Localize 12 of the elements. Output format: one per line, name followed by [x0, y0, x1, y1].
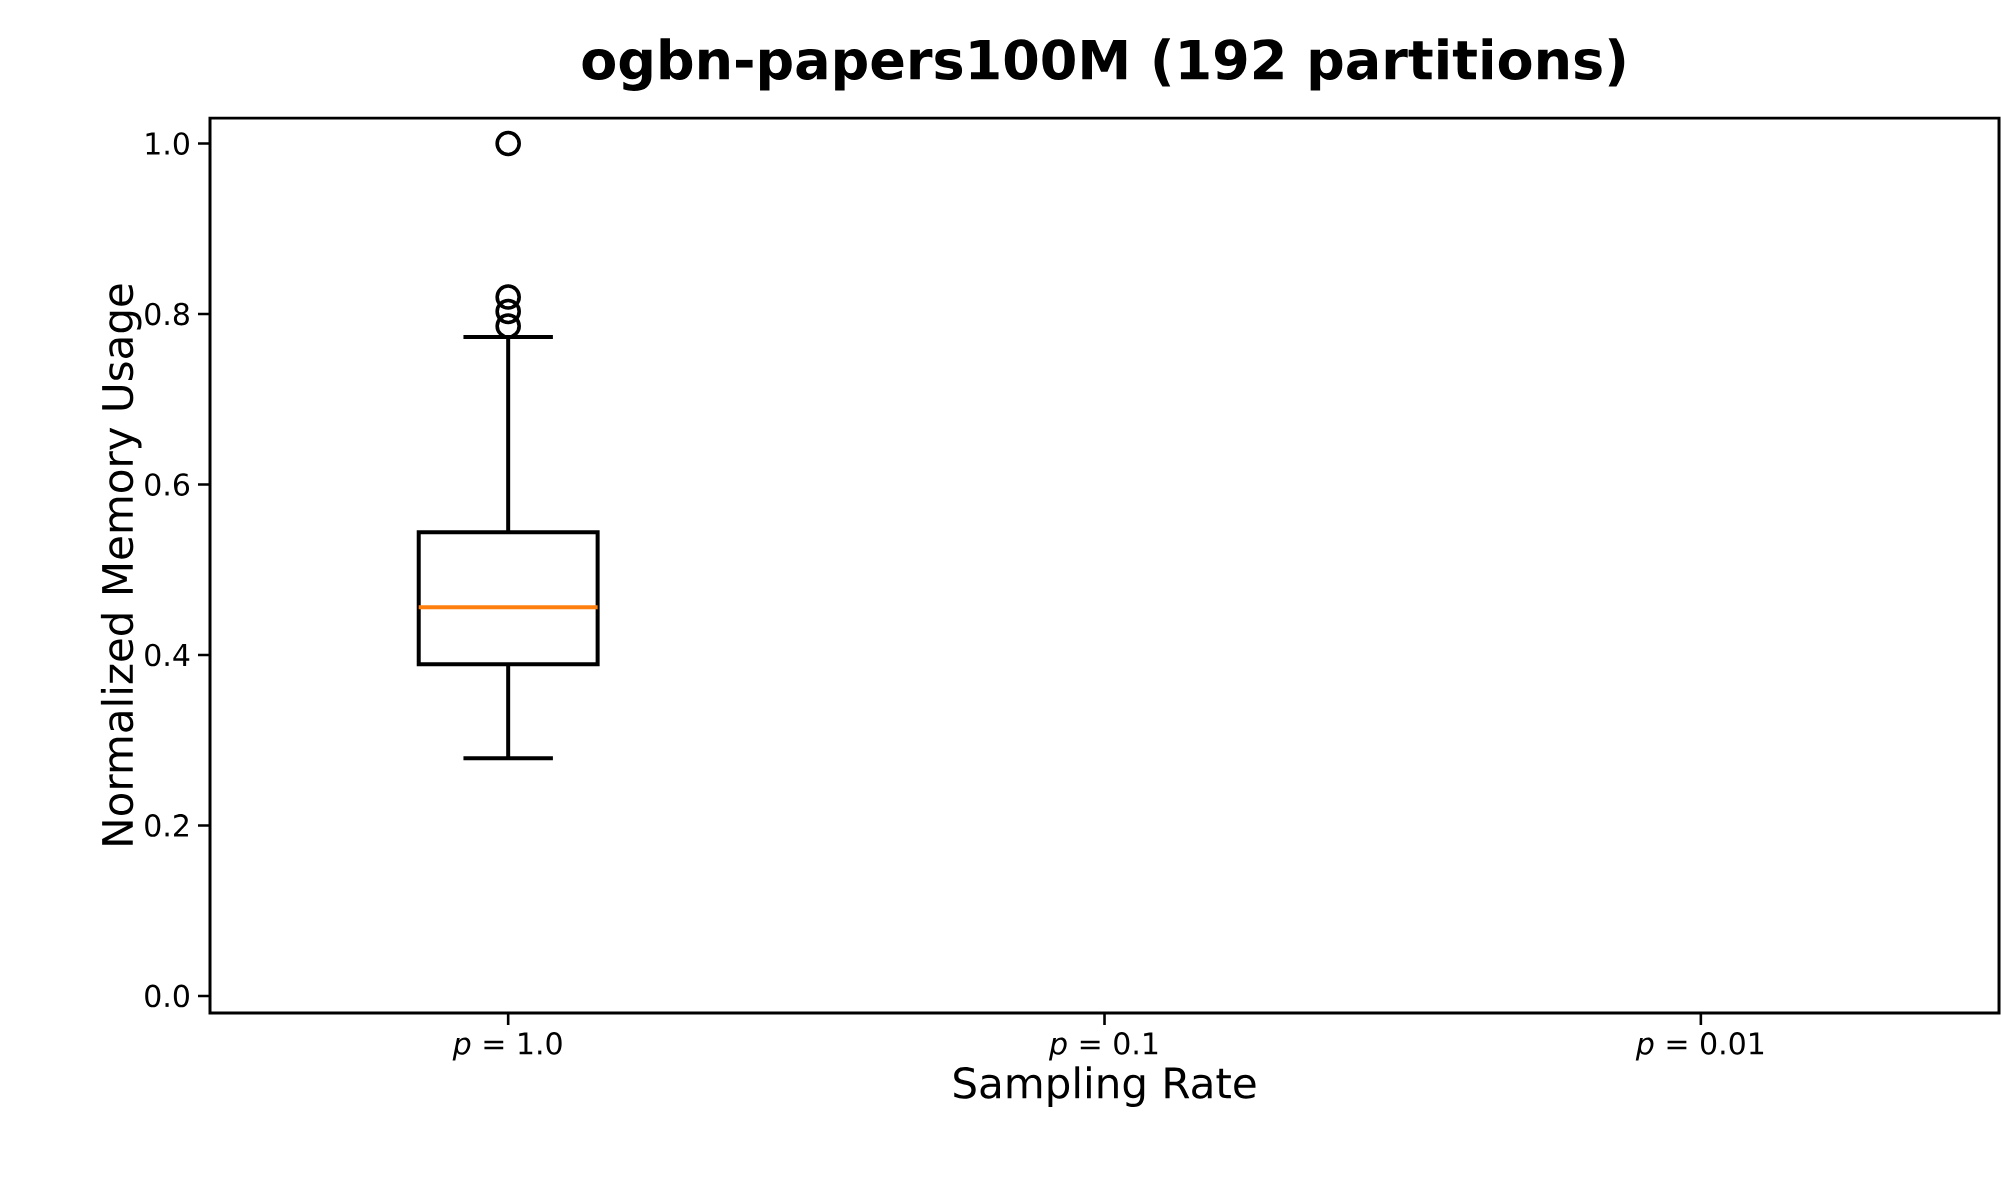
- x-tick-label: p = 0.1: [1048, 1032, 1158, 1061]
- y-tick-label: 0.6: [145, 473, 190, 496]
- x-tick-label: p = 1.0: [452, 1032, 562, 1061]
- x-axis-title: Sampling Rate: [954, 1066, 1256, 1107]
- y-tick-label: 1.0: [146, 132, 189, 155]
- x-tick-label: p = 0.01: [1635, 1032, 1764, 1061]
- y-tick-label: 0.2: [145, 814, 188, 837]
- chart-title: ogbn-papers100M (192 partitions): [582, 38, 1625, 91]
- y-tick-label: 0.8: [145, 302, 189, 326]
- y-tick-label: 0.4: [145, 643, 190, 667]
- y-axis-title: Normalized Memory Usage: [100, 284, 142, 845]
- y-tick-label: 0.0: [145, 984, 189, 1008]
